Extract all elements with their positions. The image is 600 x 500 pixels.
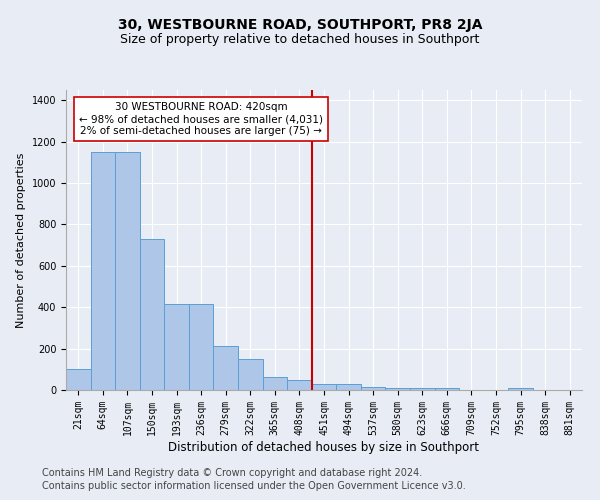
Text: Contains public sector information licensed under the Open Government Licence v3: Contains public sector information licen… [42, 481, 466, 491]
Text: Size of property relative to detached houses in Southport: Size of property relative to detached ho… [121, 32, 479, 46]
Bar [434, 388, 459, 390]
Bar [140, 239, 164, 390]
Bar [263, 376, 287, 390]
Bar [66, 370, 91, 390]
Bar [336, 384, 361, 390]
Bar [238, 359, 263, 390]
Bar [91, 152, 115, 390]
Text: 30 WESTBOURNE ROAD: 420sqm
← 98% of detached houses are smaller (4,031)
2% of se: 30 WESTBOURNE ROAD: 420sqm ← 98% of deta… [79, 102, 323, 136]
Bar [508, 388, 533, 390]
Bar [385, 388, 410, 390]
Bar [214, 346, 238, 390]
X-axis label: Distribution of detached houses by size in Southport: Distribution of detached houses by size … [169, 440, 479, 454]
Bar [189, 304, 214, 390]
Bar [164, 304, 189, 390]
Y-axis label: Number of detached properties: Number of detached properties [16, 152, 26, 328]
Bar [287, 380, 312, 390]
Text: Contains HM Land Registry data © Crown copyright and database right 2024.: Contains HM Land Registry data © Crown c… [42, 468, 422, 477]
Bar [361, 387, 385, 390]
Bar [312, 384, 336, 390]
Text: 30, WESTBOURNE ROAD, SOUTHPORT, PR8 2JA: 30, WESTBOURNE ROAD, SOUTHPORT, PR8 2JA [118, 18, 482, 32]
Bar [115, 152, 140, 390]
Bar [410, 388, 434, 390]
